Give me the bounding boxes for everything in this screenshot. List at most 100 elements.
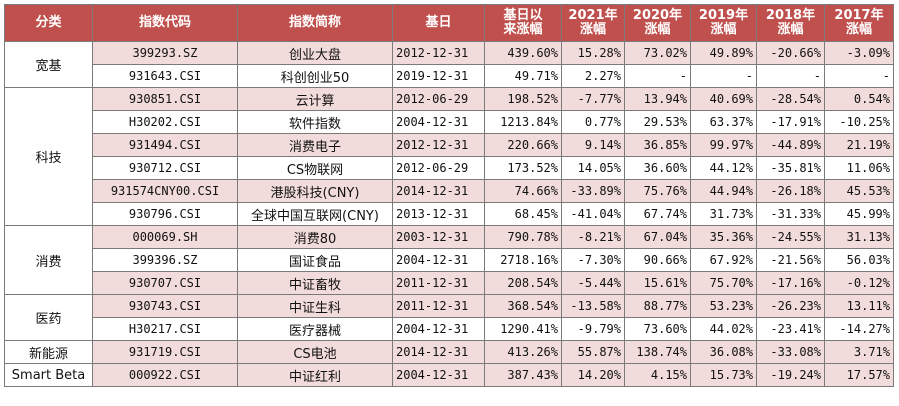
table-row: 931494.CSI 消费电子 2012-12-31 220.66% 9.14% 36.8… xyxy=(5,133,894,157)
return-2021-cell: 9.14% xyxy=(561,133,625,157)
index-name-cell: 创业大盘 xyxy=(237,41,393,65)
return-2017-cell: 0.54% xyxy=(824,87,894,111)
index-code-cell: 931494.CSI xyxy=(92,133,238,157)
return-2021-cell: 55.87% xyxy=(561,340,625,364)
table-row: Smart Beta 000922.CSI 中证红利 2004-12-31 387.43… xyxy=(4,363,894,387)
base-date-cell: 2011-12-31 xyxy=(392,294,485,318)
index-code-cell: 931719.CSI xyxy=(92,340,238,364)
return-2020-cell: - xyxy=(624,64,691,88)
index-code-cell: 399293.SZ xyxy=(92,41,238,65)
table-body: 宽基 399293.SZ 创业大盘 2012-12-31 439.60% 15.28% 73… xyxy=(4,41,894,387)
return-2018-cell: -21.56% xyxy=(756,248,825,272)
table-row: 399396.SZ 国证食品 2004-12-31 2718.16% -7.30% 90.… xyxy=(5,248,894,272)
since-base-cell: 74.66% xyxy=(484,179,562,203)
base-date-cell: 2004-12-31 xyxy=(392,248,485,272)
index-code-cell: 000069.SH xyxy=(92,225,238,249)
index-name-cell: 科创创业50 xyxy=(237,64,393,88)
table-row: 931643.CSI 科创创业50 2019-12-31 49.71% 2.27% - - -… xyxy=(5,64,894,88)
return-2021-cell: 0.77% xyxy=(561,110,625,134)
since-base-cell: 198.52% xyxy=(484,87,562,111)
return-2020-cell: 15.61% xyxy=(624,271,691,295)
index-name-cell: 云计算 xyxy=(237,87,393,111)
table-row: H30202.CSI 软件指数 2004-12-31 1213.84% 0.77% 29.… xyxy=(5,110,894,134)
index-name-cell: 港股科技(CNY) xyxy=(237,179,393,203)
table-row: 医药 930743.CSI 中证生科 2011-12-31 368.54% -13.58%… xyxy=(4,294,894,341)
base-date-cell: 2004-12-31 xyxy=(392,363,485,387)
return-2021-cell: -8.21% xyxy=(561,225,625,249)
table-header: 分类 指数代码 指数简称 基日 基日以 来涨幅 2021年 涨幅 2020年 涨幅 2019年… xyxy=(4,4,894,42)
base-date-cell: 2013-12-31 xyxy=(392,202,485,226)
index-code-cell: 930851.CSI xyxy=(92,87,238,111)
return-2017-cell: 21.19% xyxy=(824,133,894,157)
table-row: 科技 930851.CSI 云计算 2012-06-29 198.52% -7.77% 13… xyxy=(4,87,894,226)
table-row: 930712.CSI CS物联网 2012-06-29 173.52% 14.05% 36… xyxy=(5,156,894,180)
index-code-cell: H30202.CSI xyxy=(92,110,238,134)
index-code-cell: 931574CNY00.CSI xyxy=(92,179,238,203)
base-date-cell: 2012-06-29 xyxy=(392,156,485,180)
return-2018-cell: -35.81% xyxy=(756,156,825,180)
return-2020-cell: 29.53% xyxy=(624,110,691,134)
return-2017-cell: -3.09% xyxy=(824,41,894,65)
since-base-cell: 220.66% xyxy=(484,133,562,157)
return-2018-cell: - xyxy=(756,64,825,88)
table-row: H30217.CSI 医疗器械 2004-12-31 1290.41% -9.79% 73… xyxy=(5,317,894,341)
return-2018-cell: -20.66% xyxy=(756,41,825,65)
return-2019-cell: 75.70% xyxy=(690,271,757,295)
return-2019-cell: 40.69% xyxy=(690,87,757,111)
return-2019-cell: 44.12% xyxy=(690,156,757,180)
index-name-cell: 软件指数 xyxy=(237,110,393,134)
table-row: 消费 000069.SH 消费80 2003-12-31 790.78% -8.21% 67… xyxy=(4,225,894,295)
category-cell: 消费 xyxy=(4,225,93,295)
return-2020-cell: 88.77% xyxy=(624,294,691,318)
return-2020-cell: 67.74% xyxy=(624,202,691,226)
base-date-cell: 2004-12-31 xyxy=(392,110,485,134)
index-code-cell: 399396.SZ xyxy=(92,248,238,272)
base-date-cell: 2019-12-31 xyxy=(392,64,485,88)
category-cell: 医药 xyxy=(4,294,93,341)
base-date-cell: 2012-12-31 xyxy=(392,133,485,157)
since-base-cell: 790.78% xyxy=(484,225,562,249)
return-2020-cell: 13.94% xyxy=(624,87,691,111)
return-2018-cell: -24.55% xyxy=(756,225,825,249)
return-2017-cell: 31.13% xyxy=(824,225,894,249)
since-base-cell: 68.45% xyxy=(484,202,562,226)
return-2021-cell: -5.44% xyxy=(561,271,625,295)
base-date-cell: 2003-12-31 xyxy=(392,225,485,249)
return-2019-cell: 35.36% xyxy=(690,225,757,249)
base-date-cell: 2011-12-31 xyxy=(392,271,485,295)
return-2019-cell: 31.73% xyxy=(690,202,757,226)
return-2019-cell: - xyxy=(690,64,757,88)
return-2021-cell: -7.30% xyxy=(561,248,625,272)
return-2017-cell: 56.03% xyxy=(824,248,894,272)
return-2021-cell: -13.58% xyxy=(561,294,625,318)
return-2019-cell: 63.37% xyxy=(690,110,757,134)
since-base-cell: 208.54% xyxy=(484,271,562,295)
return-2019-cell: 36.08% xyxy=(690,340,757,364)
index-code-cell: H30217.CSI xyxy=(92,317,238,341)
return-2020-cell: 90.66% xyxy=(624,248,691,272)
return-2018-cell: -33.08% xyxy=(756,340,825,364)
since-base-cell: 1213.84% xyxy=(484,110,562,134)
index-name-cell: 中证生科 xyxy=(237,294,393,318)
return-2020-cell: 67.04% xyxy=(624,225,691,249)
return-2021-cell: 2.27% xyxy=(561,64,625,88)
return-2021-cell: 15.28% xyxy=(561,41,625,65)
since-base-cell: 173.52% xyxy=(484,156,562,180)
header-index-name: 指数简称 xyxy=(237,4,393,42)
return-2017-cell: 11.06% xyxy=(824,156,894,180)
index-code-cell: 931643.CSI xyxy=(92,64,238,88)
since-base-cell: 387.43% xyxy=(484,363,562,387)
return-2018-cell: -31.33% xyxy=(756,202,825,226)
return-2017-cell: -10.25% xyxy=(824,110,894,134)
index-code-cell: 930707.CSI xyxy=(92,271,238,295)
header-2017: 2017年 涨幅 xyxy=(824,4,894,42)
return-2019-cell: 44.02% xyxy=(690,317,757,341)
header-row: 分类 指数代码 指数简称 基日 基日以 来涨幅 2021年 涨幅 2020年 涨幅 2019年… xyxy=(4,4,894,42)
return-2017-cell: -0.12% xyxy=(824,271,894,295)
category-cell: Smart Beta xyxy=(4,363,93,387)
since-base-cell: 2718.16% xyxy=(484,248,562,272)
since-base-cell: 1290.41% xyxy=(484,317,562,341)
index-name-cell: CS物联网 xyxy=(237,156,393,180)
return-2019-cell: 99.97% xyxy=(690,133,757,157)
return-2017-cell: -14.27% xyxy=(824,317,894,341)
